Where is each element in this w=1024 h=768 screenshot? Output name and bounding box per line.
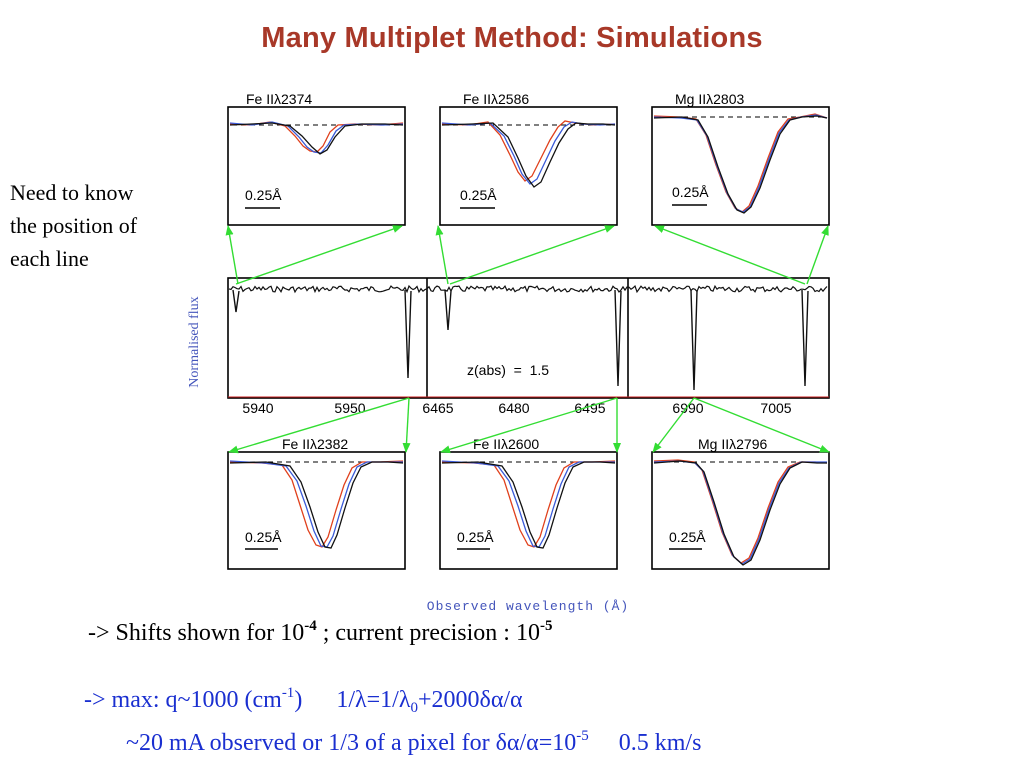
- absorption-line: [690, 289, 698, 391]
- curve-red: [229, 121, 404, 153]
- panel-fe2374: Fe IIλ2374 0.25Å: [227, 91, 406, 226]
- curve-red: [229, 460, 404, 548]
- caption-text: -> max: q~1000 (cm: [84, 687, 282, 713]
- curve-black: [229, 122, 404, 155]
- absorption-line: [232, 289, 240, 313]
- connector-arrows: [225, 225, 830, 454]
- panel-fe2586: Fe IIλ2586 0.25Å: [439, 91, 618, 226]
- curve-black: [653, 460, 827, 566]
- multiplet-figure: Normalised flux Fe IIλ2374 0.25Å Fe IIλ2…: [187, 91, 830, 614]
- scale-label: 0.25Å: [457, 529, 494, 545]
- redshift-label: z(abs) = 1.5: [467, 362, 549, 378]
- tick-label: 6465: [422, 400, 453, 416]
- caption-text: ): [294, 687, 303, 713]
- arrow: [652, 397, 695, 453]
- caption-exponent: -1: [281, 685, 295, 701]
- curve-black: [441, 122, 616, 188]
- curve-black: [229, 461, 404, 549]
- side-note: Need to know the position of each line: [10, 176, 190, 275]
- tick-label: 6990: [672, 400, 703, 416]
- arrow: [228, 397, 410, 454]
- absorption-line: [801, 289, 809, 387]
- caption-text: +2000δα/α: [417, 687, 523, 713]
- curve-blue: [441, 121, 616, 185]
- absorption-line: [614, 289, 622, 387]
- tick-label: 5950: [334, 400, 365, 416]
- panel-label: Fe IIλ2600: [473, 436, 539, 452]
- panel-fe2600: Fe IIλ2600 0.25Å: [439, 436, 618, 570]
- spectrum-panel: z(abs) = 1.5 5940 5950 6465 6480 6495 69…: [227, 277, 830, 416]
- panel-mg2803: Mg IIλ2803 0.25Å: [651, 91, 830, 226]
- panel-label: Mg IIλ2796: [698, 436, 767, 452]
- arrow: [440, 397, 618, 454]
- panel-mg2796: Mg IIλ2796 0.25Å: [651, 436, 830, 570]
- caption-subscript: 0: [410, 700, 418, 716]
- curve-red: [441, 120, 616, 182]
- tick-label: 7005: [760, 400, 791, 416]
- curve-red: [441, 460, 616, 548]
- panel-label: Fe IIλ2374: [246, 91, 312, 107]
- arrow: [449, 225, 615, 285]
- arrow: [402, 397, 411, 453]
- curve-red: [653, 459, 828, 564]
- caption-text: -> Shifts shown for 10: [88, 620, 305, 646]
- panel-label: Mg IIλ2803: [675, 91, 744, 107]
- curve-black: [653, 115, 828, 214]
- y-axis-label: Normalised flux: [187, 296, 202, 387]
- tick-label: 6480: [498, 400, 529, 416]
- caption-exponent: -4: [304, 618, 317, 634]
- caption-shifts: -> Shifts shown for 10-4 ; current preci…: [88, 618, 553, 647]
- caption-precision: ~20 mA observed or 1/3 of a pixel for δα…: [126, 728, 702, 757]
- arrow: [806, 225, 829, 285]
- curve-black: [441, 461, 616, 549]
- panel-fe2382: Fe IIλ2382 0.25Å: [227, 436, 406, 570]
- scale-label: 0.25Å: [460, 187, 497, 203]
- curve-blue: [229, 121, 404, 154]
- arrow: [435, 225, 449, 285]
- arrow: [693, 397, 830, 453]
- scale-label: 0.25Å: [245, 529, 282, 545]
- caption-text: 1: [336, 687, 349, 713]
- arrow: [235, 225, 403, 285]
- absorption-line: [404, 289, 412, 379]
- side-note-line: Need to know: [10, 180, 134, 205]
- scale-label: 0.25Å: [672, 184, 709, 200]
- caption-max-q: -> max: q~1000 (cm-1) 1/λ=1/λ0+2000δα/α: [84, 685, 523, 716]
- tick-label: 5940: [242, 400, 273, 416]
- arrow: [654, 225, 806, 285]
- spectrum-trace: [228, 284, 828, 294]
- caption-exponent: -5: [576, 728, 589, 744]
- arrow: [225, 225, 239, 285]
- slide-title: Many Multiplet Method: Simulations: [261, 22, 763, 54]
- scale-label: 0.25Å: [245, 187, 282, 203]
- scale-label: 0.25Å: [669, 529, 706, 545]
- panel-label: Fe IIλ2586: [463, 91, 529, 107]
- caption-text: 0.5 km/s: [618, 730, 702, 756]
- side-note-line: the position of: [10, 213, 138, 238]
- side-note-line: each line: [10, 246, 89, 271]
- caption-exponent: -5: [539, 618, 553, 634]
- x-axis-label: Observed wavelength (Å): [427, 599, 629, 614]
- panel-label: Fe IIλ2382: [282, 436, 348, 452]
- caption-text: ; current precision : 10: [316, 620, 540, 646]
- absorption-line: [444, 289, 452, 331]
- caption-text: /λ=1/λ: [348, 687, 411, 713]
- caption-text: ~20 mA observed or 1/3 of a pixel for δα…: [126, 730, 577, 756]
